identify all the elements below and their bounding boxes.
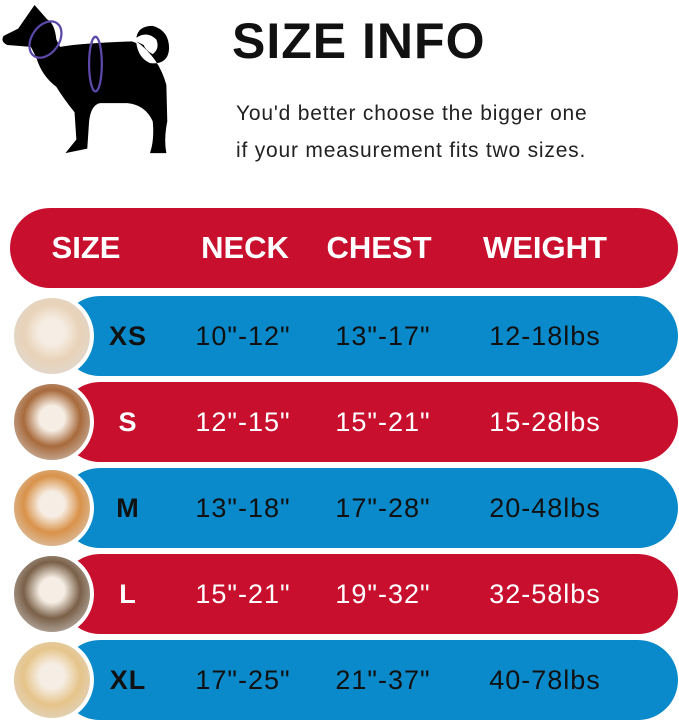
cell-neck: 15"-21" [195, 578, 291, 609]
cell-chest: 15"-21" [335, 406, 431, 437]
shiba-photo [10, 466, 94, 550]
dog-silhouette-icon [2, 5, 170, 154]
cell-weight: 15-28lbs [489, 406, 601, 437]
labrador-photo [10, 638, 94, 722]
poodle-photo [10, 380, 94, 464]
header-neck: NECK [201, 230, 289, 265]
table-row: L 15"-21" 19"-32" 32-58lbs [60, 554, 678, 634]
cell-weight: 32-58lbs [489, 578, 601, 609]
subtitle-line-2: if your measurement fits two sizes. [236, 139, 587, 162]
cell-neck: 13"-18" [195, 492, 291, 523]
cell-size: XS [108, 320, 148, 351]
cell-weight: 12-18lbs [489, 320, 601, 351]
table-row: M 13"-18" 17"-28" 20-48lbs [60, 468, 678, 548]
table-row: XL 17"-25" 21"-37" 40-78lbs [60, 640, 678, 720]
header-chest: CHEST [326, 230, 432, 265]
table-header: SIZE NECK CHEST WEIGHT [10, 208, 678, 288]
cell-chest: 17"-28" [335, 492, 431, 523]
cell-size: L [119, 578, 137, 609]
table-row: XS 10"-12" 13"-17" 12-18lbs [60, 296, 678, 376]
cell-size: M [116, 492, 140, 523]
cell-chest: 21"-37" [335, 664, 431, 695]
cell-neck: 17"-25" [195, 664, 291, 695]
cell-weight: 40-78lbs [489, 664, 601, 695]
cell-size: S [118, 406, 138, 437]
table-row: S 12"-15" 15"-21" 15-28lbs [60, 382, 678, 462]
page-title: SIZE INFO [232, 13, 486, 69]
cell-size: XL [109, 664, 147, 695]
cell-weight: 20-48lbs [489, 492, 601, 523]
bulldog-photo [10, 552, 94, 636]
cell-neck: 10"-12" [195, 320, 291, 351]
cell-chest: 13"-17" [335, 320, 431, 351]
subtitle-line-1: You'd better choose the bigger one [236, 102, 588, 125]
header-weight: WEIGHT [483, 230, 607, 265]
cell-chest: 19"-32" [335, 578, 431, 609]
header-size: SIZE [51, 230, 121, 265]
pomeranian-photo [10, 294, 94, 378]
cell-neck: 12"-15" [195, 406, 291, 437]
